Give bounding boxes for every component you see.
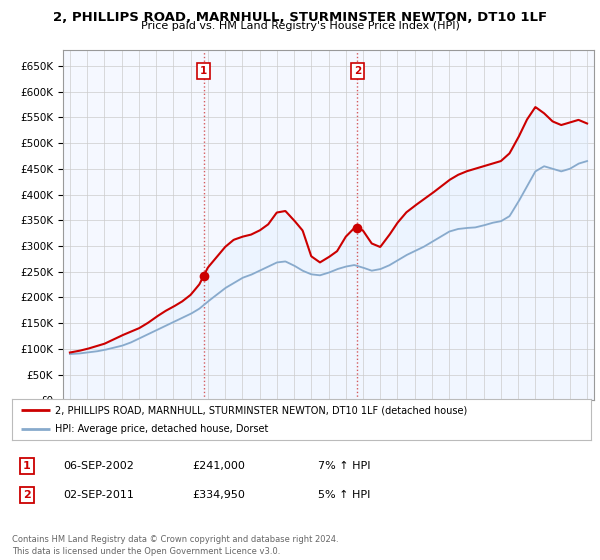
Text: HPI: Average price, detached house, Dorset: HPI: Average price, detached house, Dors… bbox=[55, 424, 269, 433]
Text: 2: 2 bbox=[23, 490, 31, 500]
Text: Contains HM Land Registry data © Crown copyright and database right 2024.
This d: Contains HM Land Registry data © Crown c… bbox=[12, 535, 338, 556]
Text: 02-SEP-2011: 02-SEP-2011 bbox=[63, 490, 134, 500]
Text: 5% ↑ HPI: 5% ↑ HPI bbox=[318, 490, 370, 500]
Text: 7% ↑ HPI: 7% ↑ HPI bbox=[318, 461, 371, 471]
Text: 06-SEP-2002: 06-SEP-2002 bbox=[63, 461, 134, 471]
Text: 2, PHILLIPS ROAD, MARNHULL, STURMINSTER NEWTON, DT10 1LF (detached house): 2, PHILLIPS ROAD, MARNHULL, STURMINSTER … bbox=[55, 405, 467, 415]
Text: 2, PHILLIPS ROAD, MARNHULL, STURMINSTER NEWTON, DT10 1LF: 2, PHILLIPS ROAD, MARNHULL, STURMINSTER … bbox=[53, 11, 547, 24]
Text: 1: 1 bbox=[23, 461, 31, 471]
Text: 2: 2 bbox=[353, 66, 361, 76]
Text: £334,950: £334,950 bbox=[192, 490, 245, 500]
Text: 1: 1 bbox=[200, 66, 207, 76]
Text: £241,000: £241,000 bbox=[192, 461, 245, 471]
Text: Price paid vs. HM Land Registry's House Price Index (HPI): Price paid vs. HM Land Registry's House … bbox=[140, 21, 460, 31]
